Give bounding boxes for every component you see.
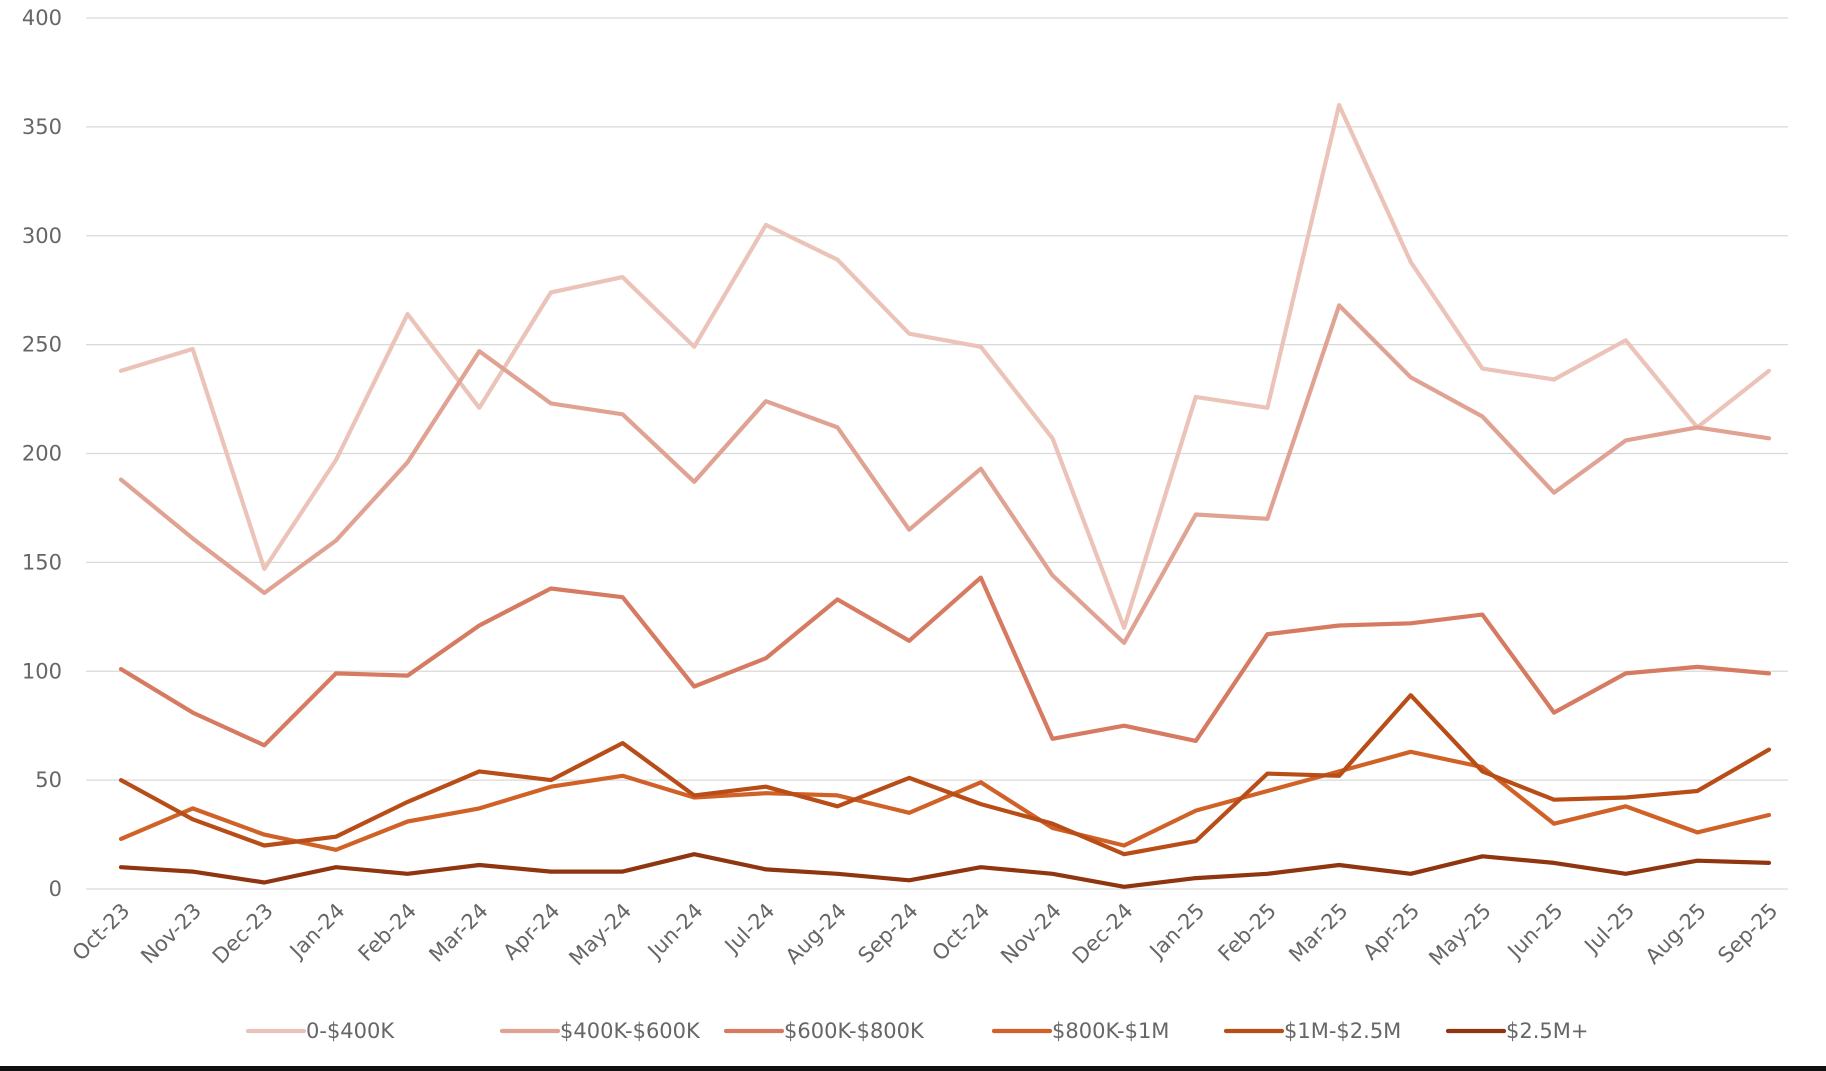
y-tick-label: 0 bbox=[49, 877, 62, 901]
y-tick-label: 350 bbox=[22, 115, 62, 139]
x-tick-label: Jun-25 bbox=[1502, 899, 1568, 965]
x-tick-label: Apr-25 bbox=[1358, 899, 1424, 965]
x-tick-label: Aug-24 bbox=[781, 899, 851, 969]
legend-label: 0-$400K bbox=[306, 1019, 395, 1043]
legend-label: $2.5M+ bbox=[1506, 1019, 1588, 1043]
x-tick-label: Dec-23 bbox=[208, 899, 278, 969]
y-tick-label: 100 bbox=[22, 659, 62, 683]
bottom-border bbox=[0, 1066, 1826, 1071]
x-tick-label: Feb-24 bbox=[354, 899, 422, 967]
legend-label: $400K-$600K bbox=[560, 1019, 701, 1043]
x-tick-label: Dec-24 bbox=[1068, 899, 1138, 969]
y-axis-ticks: 0 50 100 150 200 250 300 350 400 bbox=[22, 6, 62, 901]
series-line-4 bbox=[118, 693, 1772, 857]
y-tick-label: 400 bbox=[22, 6, 62, 30]
x-tick-label: Jun-24 bbox=[642, 899, 708, 965]
x-tick-label: Apr-24 bbox=[498, 899, 564, 965]
x-tick-label: Jul-24 bbox=[719, 899, 780, 960]
y-tick-label: 200 bbox=[22, 442, 62, 466]
x-axis-ticks: Oct-23 Nov-23 Dec-23 Jan-24 Feb-24 Mar-24 Apr-… bbox=[68, 899, 1783, 971]
legend-label: $800K-$1M bbox=[1052, 1019, 1169, 1043]
x-tick-label: May-25 bbox=[1424, 899, 1496, 971]
series-line-0 bbox=[118, 102, 1772, 630]
x-tick-label: Feb-25 bbox=[1213, 899, 1281, 967]
gridlines bbox=[86, 17, 1788, 890]
y-tick-label: 50 bbox=[35, 768, 62, 792]
y-tick-label: 150 bbox=[22, 550, 62, 574]
legend: 0-$400K $400K-$600K $600K-$800K $800K-$1M $1… bbox=[245, 1019, 1588, 1043]
x-tick-label: Aug-25 bbox=[1641, 899, 1711, 969]
series-line-5 bbox=[118, 852, 1772, 889]
series-lines bbox=[118, 102, 1772, 889]
legend-label: $1M-$2.5M bbox=[1284, 1019, 1401, 1043]
x-tick-label: Sep-25 bbox=[1713, 899, 1782, 968]
x-tick-label: Mar-25 bbox=[1284, 899, 1352, 967]
x-tick-label: May-24 bbox=[564, 899, 636, 971]
x-tick-label: Nov-24 bbox=[996, 899, 1066, 969]
x-tick-label: Jul-25 bbox=[1579, 899, 1640, 960]
x-tick-label: Nov-23 bbox=[136, 899, 206, 969]
x-tick-label: Jan-25 bbox=[1144, 899, 1210, 965]
series-line-2 bbox=[118, 575, 1772, 748]
y-tick-label: 300 bbox=[22, 224, 62, 248]
x-tick-label: Oct-24 bbox=[927, 899, 994, 966]
legend-label: $600K-$800K bbox=[784, 1019, 925, 1043]
x-tick-label: Mar-24 bbox=[425, 899, 493, 967]
y-tick-label: 250 bbox=[22, 333, 62, 357]
series-line-3 bbox=[118, 749, 1772, 852]
series-line-1 bbox=[118, 303, 1772, 646]
x-tick-label: Oct-23 bbox=[68, 899, 135, 966]
x-tick-label: Jan-24 bbox=[284, 899, 350, 965]
x-tick-label: Sep-24 bbox=[853, 899, 922, 968]
